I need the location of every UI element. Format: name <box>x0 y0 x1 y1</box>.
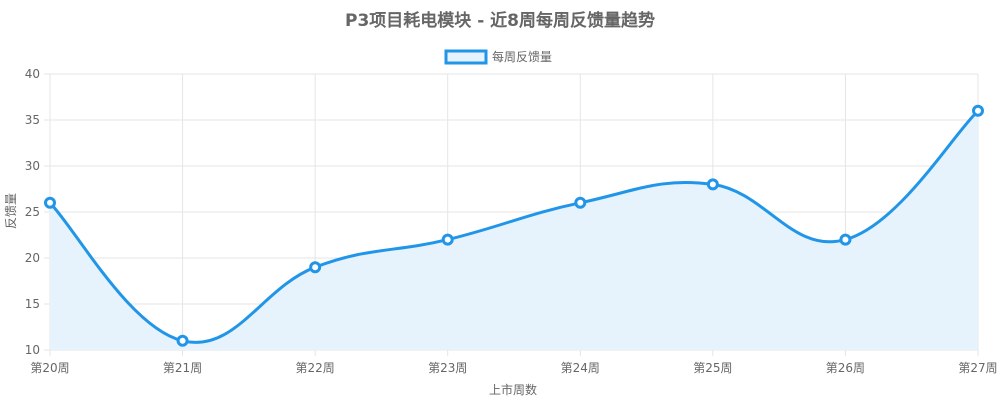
data-point[interactable] <box>574 196 587 209</box>
y-tick-label: 15 <box>25 297 40 311</box>
y-tick-label: 40 <box>25 67 40 81</box>
legend-label: 每周反馈量 <box>492 49 552 64</box>
y-tick-label: 35 <box>25 113 40 127</box>
x-tick-label: 第27周 <box>958 361 997 375</box>
x-tick-label: 第23周 <box>428 361 467 375</box>
y-axis-label: 反馈量 <box>4 193 18 229</box>
x-tick-label: 第21周 <box>163 361 202 375</box>
data-point[interactable] <box>44 196 56 209</box>
x-tick-label: 第22周 <box>296 361 335 375</box>
x-tick-label: 第24周 <box>561 361 600 375</box>
chart-title: P3项目耗电模块 - 近8周每周反馈量趋势 <box>345 10 655 31</box>
y-tick-label: 10 <box>25 343 40 357</box>
y-tick-label: 30 <box>25 159 40 173</box>
x-tick-label: 第25周 <box>693 361 732 375</box>
legend[interactable]: 每周反馈量 <box>444 49 552 65</box>
data-points <box>44 104 984 347</box>
y-tick-label: 25 <box>25 205 40 219</box>
data-point[interactable] <box>441 233 454 246</box>
legend-swatch <box>444 49 488 65</box>
x-axis-label: 上市周数 <box>489 382 537 397</box>
data-point[interactable] <box>972 104 984 117</box>
data-point[interactable] <box>176 334 189 347</box>
x-tick-label: 第26周 <box>826 361 865 375</box>
y-tick-label: 20 <box>25 251 40 265</box>
x-axis-ticks: 第20周 第21周 第22周 第23周 第24周 第25周 第26周 第27周 <box>30 361 997 375</box>
data-point[interactable] <box>839 233 852 246</box>
series-area-fill <box>50 110 978 350</box>
data-point[interactable] <box>706 178 719 191</box>
x-tick-label: 第20周 <box>30 361 69 375</box>
data-point[interactable] <box>309 261 322 274</box>
y-axis-ticks: 10 15 20 25 30 35 40 <box>25 67 40 357</box>
